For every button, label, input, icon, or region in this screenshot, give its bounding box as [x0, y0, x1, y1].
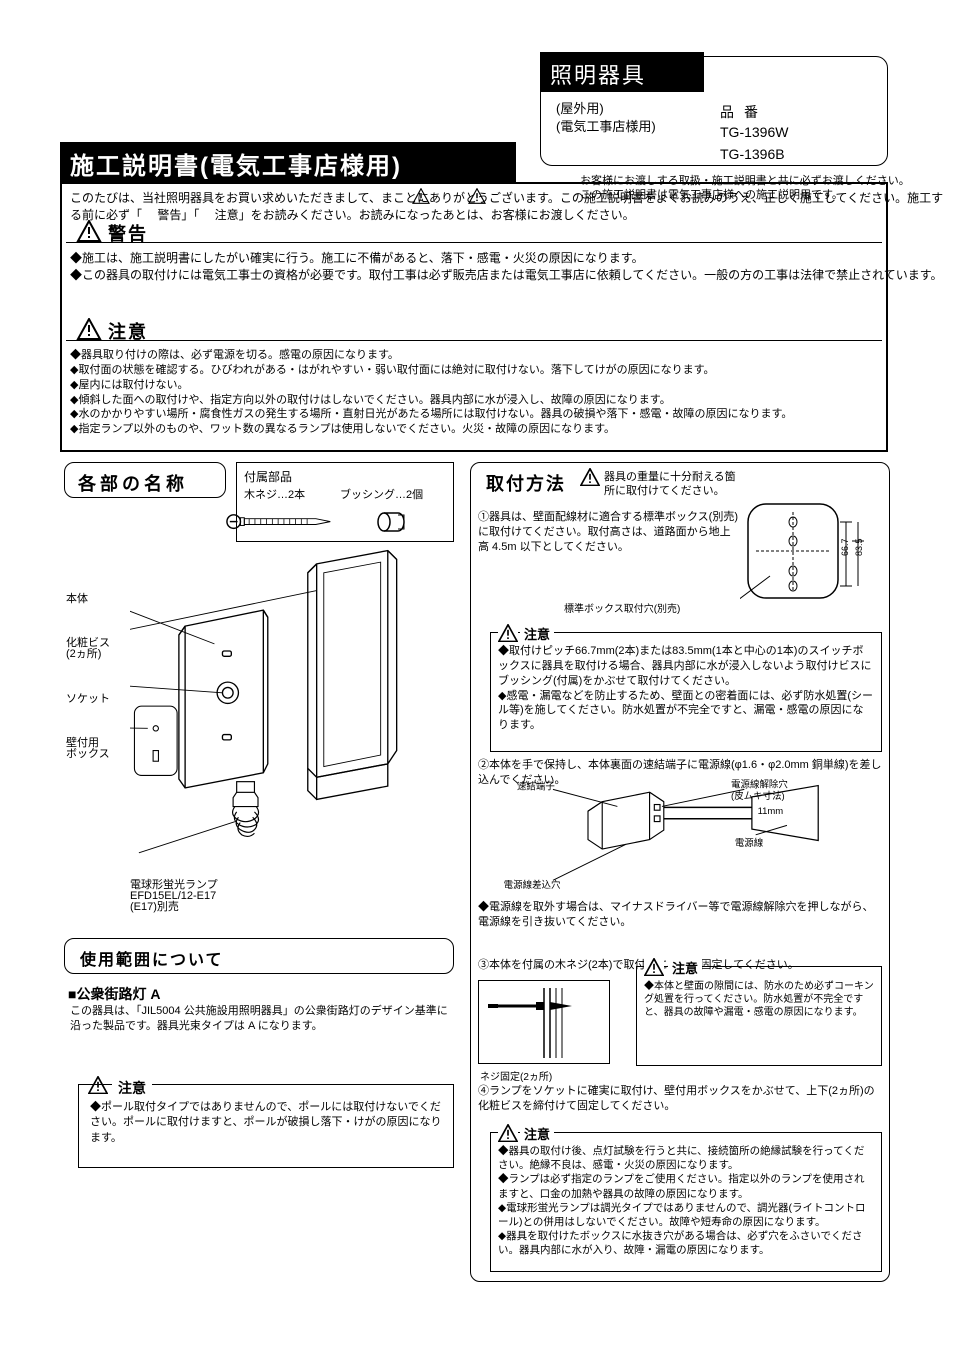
caution-body: ◆器具取り付けの際は、必ず電源を切る。感電の原因になります。 ◆取付面の状態を確…	[70, 348, 880, 437]
warning-icon	[412, 188, 430, 204]
parts-label: 各部の名称	[78, 470, 188, 496]
warning-icon	[580, 468, 600, 486]
rc1-label: 注意	[520, 624, 554, 643]
diagram-label-screw: 化粧ビス (2ヵ所)	[66, 638, 110, 660]
step-2b: ◆電源線を取外す場合は、マイナスドライバー等で電源線解除穴を押しながら、電源線を…	[478, 900, 882, 930]
dl4b: ボックス	[66, 748, 110, 760]
diagram-label-lamp: 電球形蛍光ランプ EFD15EL/12-E17 (E17)別売	[130, 880, 218, 913]
warning-icon	[76, 220, 102, 242]
warning-icon	[468, 188, 486, 204]
top-sub2: (電気工事店様用)	[556, 119, 656, 134]
cb4: ◆水のかかりやすい場所・腐食性ガスの発生する場所・直射日光があたる場所には取付け…	[70, 408, 792, 420]
pub-body: この器具は、「JIL5004 公共施設用照明器具」の公衆街路灯のデザイン基準に沿…	[70, 1004, 450, 1035]
bushing-icon	[376, 510, 406, 534]
left-caution-body: ◆ポール取付タイプではありませんので、ポールには取付けないでください。ポールに取…	[90, 1100, 444, 1146]
cb5: ◆指定ランプ以外のものや、ワット数の異なるランプは使用しないでください。火災・故…	[70, 423, 615, 435]
diagram-label-body: 本体	[66, 590, 88, 606]
caution-label: 注意	[108, 318, 148, 344]
caution-icon	[644, 958, 664, 976]
cb1: ◆取付面の状態を確認する。ひびわれがある・はがれやすい・弱い取付面には絶対に取付…	[70, 364, 714, 376]
wiring-figure: 11mm 速結端子 電源線差込穴 電源線解除穴 (皮ムキ寸法) 電源線	[498, 778, 858, 901]
method-label: 取付方法	[486, 470, 566, 496]
pub-label: ■公衆街路灯 A	[68, 984, 160, 1004]
caution-icon	[498, 624, 518, 642]
top-subs: (屋外用) (電気工事店様用)	[556, 100, 656, 136]
step-4: ④ランプをソケットに確実に取付け、壁付用ボックスをかぶせて、上下(2ヵ所)の化粧…	[478, 1084, 882, 1114]
fig1-note: 標準ボックス取付穴(別売)	[564, 604, 680, 616]
warning-body: ◆施工は、施工説明書にしたがい確実に行う。施工に不備があると、落下・感電・火災の…	[70, 250, 943, 284]
divider	[66, 242, 882, 243]
rc2-label: 注意	[668, 958, 702, 977]
kit-item-1: 木ネジ…2本	[244, 486, 305, 502]
dl2b: (2ヵ所)	[66, 648, 101, 660]
warning-label: 警告	[108, 220, 148, 246]
dlL3: (E17)別売	[130, 901, 179, 913]
screw-caption: ネジ固定(2ヵ所)	[480, 1068, 552, 1083]
screw-fix-figure	[484, 988, 604, 1058]
kit-title: 付属部品	[244, 468, 292, 485]
top-row1: 品番	[720, 102, 768, 122]
svg-text:(皮ムキ寸法): (皮ムキ寸法)	[731, 790, 785, 802]
svg-text:83.5: 83.5	[854, 538, 864, 556]
exploded-diagram	[130, 540, 450, 890]
page: 照明器具 (屋外用) (電気工事店様用) 品番 TG-1396W TG-1396…	[0, 0, 954, 1351]
cb2: ◆屋内には取付けない。	[70, 379, 188, 391]
diagram-label-socket: ソケット	[66, 690, 110, 706]
left-caution-label: 注意	[112, 1078, 152, 1098]
caution-icon	[76, 318, 102, 340]
step-1: ①器具は、壁面配線材に適合する標準ボックス(別売)に取付けてください。取付高さは…	[478, 510, 738, 555]
method-warn-text: 器具の重量に十分耐える箇所に取付けてください。	[604, 470, 744, 499]
caution-icon	[498, 1124, 518, 1142]
top-badge-text: 照明器具	[550, 58, 646, 90]
caution-icon	[88, 1076, 108, 1094]
warn-b2: ◆この器具の取付けには電気工事士の資格が必要です。取付工事は必ず販売店または電気…	[70, 268, 943, 282]
box-dimension-figure: 66.7 83.5	[740, 496, 880, 606]
rc3-body: ◆器具の取付け後、点灯試験を行うと共に、接続箇所の絶縁試験を行ってください。絶縁…	[498, 1144, 874, 1257]
rc2-body: ◆本体と壁面の隙間には、防水のため必ずコーキング処置を行ってください。防水処置が…	[644, 980, 874, 1019]
top-row2: TG-1396W	[720, 124, 788, 140]
cb3: ◆傾斜した面への取付けや、指定方向以外の取付けはしないでください。器具内部に水が…	[70, 394, 671, 406]
svg-text:66.7: 66.7	[840, 538, 850, 556]
title-text: 施工説明書(電気工事店様用)	[70, 146, 402, 181]
screw-icon	[224, 510, 340, 533]
svg-text:電源線差込穴: 電源線差込穴	[504, 879, 561, 891]
rc3-label: 注意	[520, 1124, 554, 1143]
rc1-body: ◆取付けピッチ66.7mm(2本)または83.5mm(1本と中心の1本)のスイッ…	[498, 644, 874, 733]
cb0: ◆器具取り付けの際は、必ず電源を切る。感電の原因になります。	[70, 349, 399, 361]
intro-text: このたびは、当社照明器具をお買い求めいただきまして、まことにありがとうございます…	[70, 190, 954, 224]
svg-text:速結端子: 速結端子	[517, 780, 555, 792]
svg-text:11mm: 11mm	[758, 806, 784, 817]
divider	[66, 340, 882, 341]
warn-b1: ◆施工は、施工説明書にしたがい確実に行う。施工に不備があると、落下・感電・火災の…	[70, 251, 644, 265]
top-sub1: (屋外用)	[556, 101, 604, 116]
diagram-label-wallbox: 壁付用 ボックス	[66, 738, 110, 760]
svg-text:電源線解除穴: 電源線解除穴	[731, 778, 788, 790]
top-row3: TG-1396B	[720, 146, 785, 162]
use-label: 使用範囲について	[80, 946, 224, 970]
kit-item-2: ブッシング…2個	[340, 486, 423, 502]
svg-text:電源線: 電源線	[735, 837, 764, 849]
